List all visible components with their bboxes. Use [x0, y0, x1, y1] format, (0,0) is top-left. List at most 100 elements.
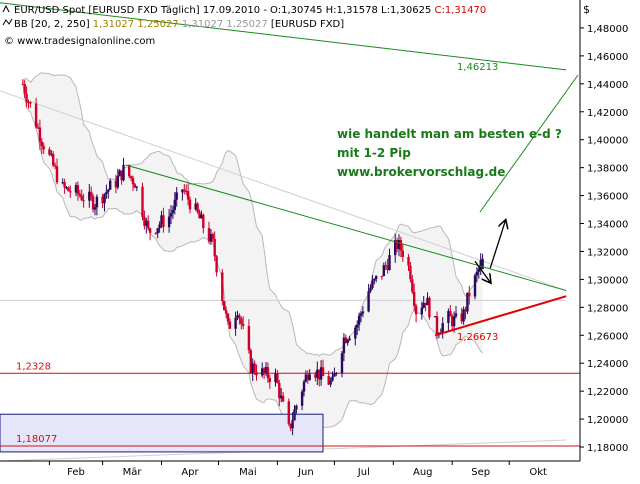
trendline-projection: [479, 74, 579, 213]
instrument-header: EUR/USD Spot [EURUSD FXD Täglich] 17.09.…: [14, 5, 486, 16]
candle: [141, 182, 144, 221]
candle: [173, 192, 176, 215]
candle-body: [264, 367, 268, 373]
candle-body: [308, 374, 311, 380]
candle: [158, 221, 161, 233]
x-tick-label: Mär: [123, 467, 143, 478]
candle-body: [314, 374, 317, 378]
candle: [295, 404, 298, 414]
candle: [316, 361, 319, 386]
candle: [55, 158, 59, 185]
candle: [38, 119, 42, 150]
candle-body: [426, 297, 429, 306]
candle: [228, 318, 232, 330]
y-tick-label: 1,24000: [587, 359, 628, 370]
candle: [116, 168, 119, 190]
axes: 1,48000 1,46000 1,44000 1,42000 1,40000 1,380…: [0, 0, 628, 478]
candle-body: [116, 176, 119, 188]
candle-body: [154, 232, 157, 234]
candle-body: [34, 103, 38, 128]
candle: [394, 233, 397, 263]
candle: [148, 227, 152, 241]
y-tick-label: 1,18000: [587, 443, 628, 454]
candle: [281, 391, 285, 403]
candle: [194, 198, 197, 211]
y-tick-label: 1,30000: [587, 275, 628, 286]
candle: [462, 306, 465, 325]
candle-body: [78, 193, 81, 196]
candle: [409, 261, 412, 283]
candle-body: [186, 191, 190, 200]
candle-body: [114, 180, 118, 188]
annotation-line-1: wie handelt man am besten e-d ?: [337, 127, 562, 141]
candle-body: [388, 255, 391, 271]
candle: [287, 398, 290, 426]
candle-body: [173, 199, 176, 210]
candle: [221, 269, 224, 306]
candle: [78, 190, 81, 198]
candle: [91, 193, 95, 213]
candle: [234, 311, 237, 336]
candle-body: [67, 187, 70, 192]
candle: [109, 178, 112, 190]
candle: [240, 316, 243, 330]
candle-body: [103, 194, 106, 204]
candle-body: [65, 187, 68, 189]
bollinger-lower: [22, 83, 483, 434]
candle-body: [468, 292, 471, 297]
candle-body: [215, 256, 218, 273]
candle: [335, 372, 338, 377]
candle: [185, 184, 188, 196]
x-tick-label: Sep: [471, 467, 490, 478]
candle: [264, 362, 268, 376]
candle: [449, 305, 452, 317]
candle-body: [253, 363, 256, 373]
candle-body: [281, 395, 285, 402]
candle-body: [63, 182, 66, 188]
candle: [253, 360, 256, 375]
candle: [420, 301, 423, 320]
candle: [384, 261, 387, 271]
candle-body: [466, 292, 469, 312]
candle-body: [122, 164, 125, 181]
candle: [291, 412, 294, 436]
candle-body: [287, 401, 290, 424]
x-tick-label: Mai: [239, 467, 257, 478]
candle: [308, 369, 311, 381]
candle-body: [48, 149, 51, 155]
candle: [183, 184, 186, 195]
candle: [61, 178, 64, 185]
candle-body: [367, 291, 370, 312]
candle-body: [226, 313, 230, 322]
candle: [213, 231, 216, 262]
candle-body: [262, 368, 266, 373]
y-tick-label: 1,28000: [587, 303, 628, 314]
candle: [143, 210, 146, 230]
candle: [80, 189, 83, 202]
candle-body: [40, 141, 43, 147]
candle-body: [198, 212, 201, 219]
candle-body: [481, 258, 484, 269]
candle: [414, 303, 418, 323]
candle: [302, 379, 306, 397]
candle-body: [36, 127, 40, 129]
candle-body: [359, 313, 363, 316]
candle: [114, 174, 118, 194]
candle-body: [213, 238, 216, 257]
candle: [433, 316, 437, 318]
candle-body: [52, 153, 55, 166]
candle-body: [346, 340, 349, 343]
candle-body: [411, 279, 414, 292]
candle: [441, 317, 444, 339]
candle-body: [145, 220, 148, 226]
candle: [167, 208, 171, 233]
candle-body: [424, 302, 427, 306]
candle: [171, 205, 175, 220]
candle-body: [420, 307, 423, 315]
candle: [361, 306, 365, 318]
candle: [50, 150, 53, 157]
candle-body: [302, 381, 306, 392]
candle: [90, 186, 93, 202]
forecast-arrow: [489, 221, 505, 269]
candle-body: [447, 310, 450, 324]
